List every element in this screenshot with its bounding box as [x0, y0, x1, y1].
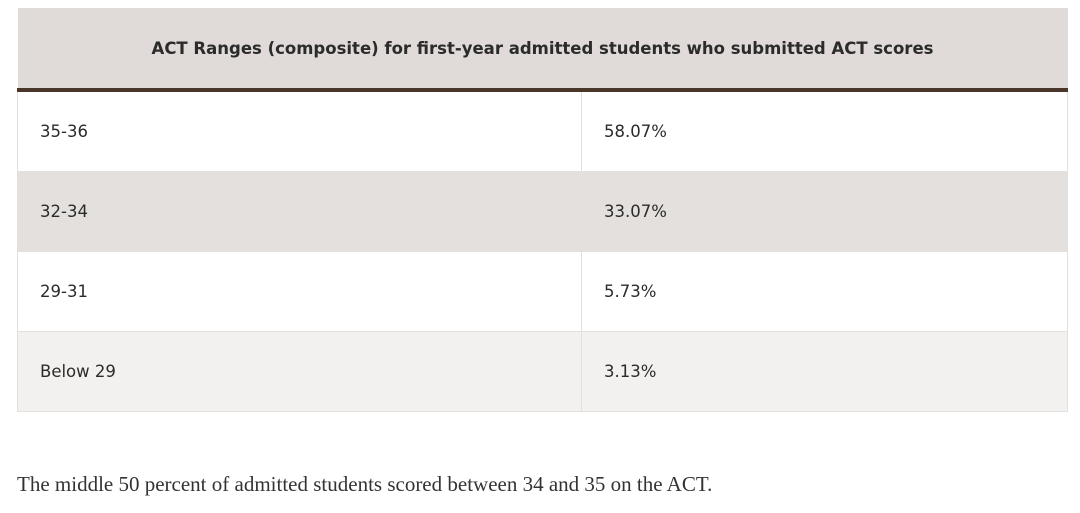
- range-cell: 32-34: [17, 171, 582, 252]
- table-body: 35-36 58.07% 32-34 33.07% 29-31 5.73% Below 29…: [17, 89, 1068, 412]
- percent-cell: 58.07%: [581, 89, 1068, 172]
- header-row: ACT Ranges (composite) for first-year ad…: [17, 8, 1068, 92]
- act-table: ACT Ranges (composite) for first-year ad…: [17, 8, 1068, 412]
- range-cell: Below 29: [17, 331, 582, 412]
- table-row: 29-31 5.73%: [17, 251, 1068, 332]
- paragraph: The middle 50 percent of admitted studen…: [17, 472, 713, 496]
- percent-cell: 3.13%: [581, 331, 1068, 412]
- range-cell: 35-36: [17, 89, 582, 172]
- table-row: 35-36 58.07%: [17, 89, 1068, 172]
- percent-cell: 5.73%: [581, 251, 1068, 332]
- percent-cell: 33.07%: [581, 171, 1068, 252]
- header-cell: ACT Ranges (composite) for first-year ad…: [17, 8, 1068, 92]
- table-head: ACT Ranges (composite) for first-year ad…: [17, 8, 1068, 92]
- range-cell: 29-31: [17, 251, 582, 332]
- table-row: Below 29 3.13%: [17, 331, 1068, 412]
- table-row: 32-34 33.07%: [17, 171, 1068, 252]
